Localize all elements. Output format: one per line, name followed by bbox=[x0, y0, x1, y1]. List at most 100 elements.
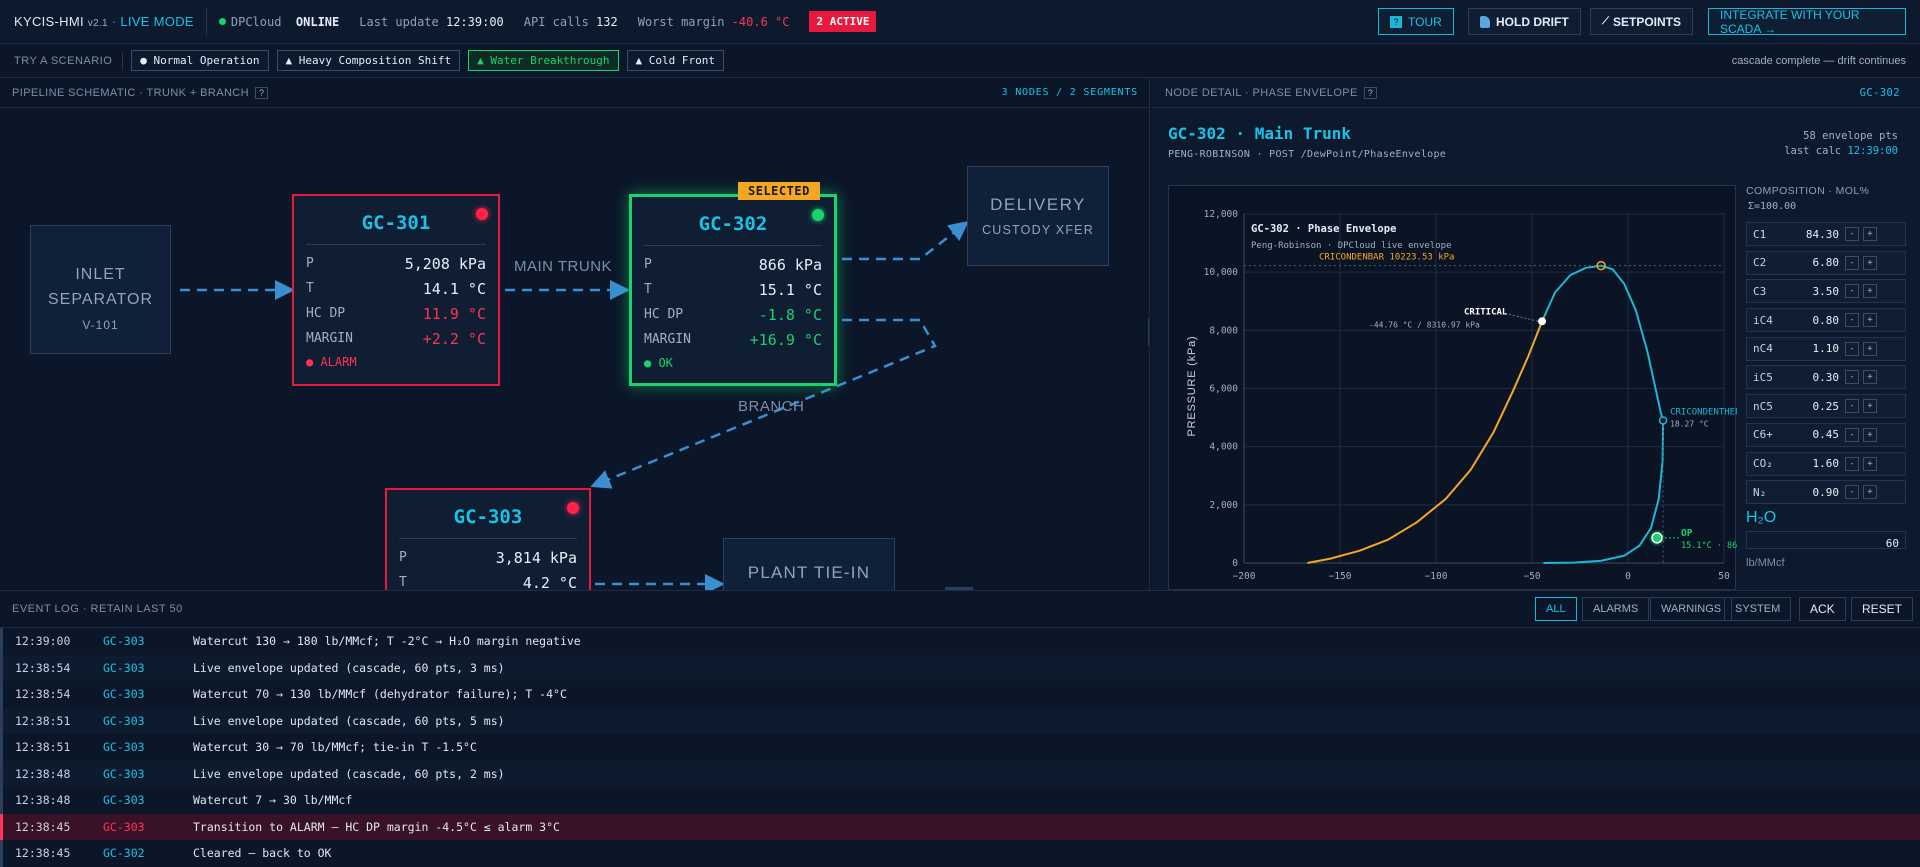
component-value[interactable]: 3.50 bbox=[1812, 284, 1840, 298]
margin-label: MARGIN bbox=[306, 331, 353, 346]
filter-warnings[interactable]: WARNINGS bbox=[1650, 597, 1733, 621]
component-name: CO₂ bbox=[1753, 457, 1773, 470]
delivery-node[interactable]: DELIVERY CUSTODY XFER bbox=[967, 166, 1109, 266]
component-value[interactable]: 0.80 bbox=[1812, 313, 1840, 327]
increment-button[interactable]: + bbox=[1863, 456, 1877, 471]
chart-axes: −200 −150 −100 −50 0 50 0 2,000 4,000 6,000 8,000 1… bbox=[1204, 209, 1730, 582]
event-time: 12:38:45 bbox=[15, 846, 71, 861]
event-log-row[interactable]: 12:38:54 GC-303 Live envelope updated (cas… bbox=[0, 654, 1920, 681]
decrement-button[interactable]: - bbox=[1845, 485, 1859, 500]
scenario-heavy-composition-shift[interactable]: ▲ Heavy Composition Shift bbox=[276, 50, 461, 71]
event-node: GC-303 bbox=[103, 766, 145, 781]
increment-button[interactable]: + bbox=[1863, 255, 1877, 270]
help-icon: ? bbox=[1390, 15, 1402, 28]
increment-button[interactable]: + bbox=[1863, 370, 1877, 385]
event-log-row[interactable]: 12:38:45 GC-303 Transition to ALARM — HC D… bbox=[0, 813, 1920, 840]
divider bbox=[205, 7, 207, 36]
event-message: Watercut 30 → 70 lb/MMcf; tie-in T -1.5°… bbox=[193, 740, 477, 755]
event-log-row[interactable]: 12:38:54 GC-303 Watercut 70 → 130 lb/MMcf … bbox=[0, 681, 1920, 708]
decrement-button[interactable]: - bbox=[1845, 399, 1859, 414]
decrement-button[interactable]: - bbox=[1845, 456, 1859, 471]
component-value[interactable]: 0.45 bbox=[1812, 428, 1840, 442]
composition-row: C2 6.80- + bbox=[1746, 250, 1906, 275]
scenario-water-breakthrough[interactable]: ▲ Water Breakthrough bbox=[468, 50, 619, 71]
increment-button[interactable]: + bbox=[1863, 313, 1877, 328]
scenario-status: cascade complete — drift continues bbox=[1731, 54, 1906, 67]
increment-button[interactable]: + bbox=[1863, 227, 1877, 241]
scenario-cold-front[interactable]: ▲ Cold Front bbox=[626, 50, 725, 71]
scenario-normal-operation[interactable]: ● Normal Operation bbox=[131, 50, 269, 71]
active-alarms-badge[interactable]: 2 ACTIVE bbox=[809, 11, 877, 32]
gc-301-temperature: T 14.1 °C bbox=[294, 276, 498, 301]
component-value[interactable]: 0.30 bbox=[1812, 370, 1840, 384]
filter-alarms[interactable]: ALARMS bbox=[1582, 597, 1650, 621]
event-node: GC-303 bbox=[103, 687, 145, 702]
chart-subtitle: Peng-Robinson · DPCloud live envelope bbox=[1251, 241, 1451, 251]
inlet-separator-node[interactable]: INLET SEPARATOR V-101 bbox=[30, 225, 171, 354]
increment-button[interactable]: + bbox=[1863, 427, 1877, 442]
integrate-scada-button[interactable]: INTEGRATE WITH YOUR SCADA → bbox=[1708, 8, 1906, 36]
x-tick-label: −50 bbox=[1523, 571, 1540, 582]
h2o-input[interactable]: 60 bbox=[1746, 530, 1906, 549]
tour-button[interactable]: ? TOUR bbox=[1378, 8, 1454, 35]
bottom-handle bbox=[945, 587, 973, 590]
divider bbox=[399, 538, 577, 539]
hold-drift-button[interactable]: HOLD DRIFT bbox=[1468, 8, 1581, 35]
event-log-row[interactable]: 12:38:48 GC-303 Watercut 7 → 30 lb/MMcf bbox=[0, 787, 1920, 814]
filter-all[interactable]: ALL bbox=[1535, 597, 1577, 621]
decrement-button[interactable]: - bbox=[1845, 370, 1859, 385]
x-tick-label: 50 bbox=[1718, 571, 1730, 582]
inlet-title: INLET SEPARATOR bbox=[31, 262, 170, 312]
increment-button[interactable]: + bbox=[1863, 485, 1877, 500]
event-log-row[interactable]: 12:39:00 GC-303 Watercut 130 → 180 lb/MMcf… bbox=[0, 628, 1920, 655]
reset-button[interactable]: RESET bbox=[1851, 597, 1914, 621]
h2o-label: H₂O bbox=[1746, 508, 1777, 526]
decrement-button[interactable]: - bbox=[1845, 427, 1859, 442]
component-value[interactable]: 84.30 bbox=[1805, 227, 1839, 241]
increment-button[interactable]: + bbox=[1863, 284, 1877, 299]
event-time: 12:38:48 bbox=[15, 793, 71, 808]
decrement-button[interactable]: - bbox=[1845, 313, 1859, 328]
event-log-row[interactable]: 12:38:51 GC-303 Watercut 30 → 70 lb/MMcf; … bbox=[0, 734, 1920, 761]
event-message: Cleared — back to OK bbox=[193, 846, 332, 861]
increment-button[interactable]: + bbox=[1863, 341, 1877, 356]
component-value[interactable]: 1.10 bbox=[1812, 342, 1840, 356]
worst-margin: Worst margin -40.6 °C bbox=[638, 15, 790, 29]
component-name: iC4 bbox=[1753, 313, 1773, 327]
gc-301-pressure: P 5,208 kPa bbox=[294, 251, 498, 276]
event-log-row[interactable]: 12:38:48 GC-303 Live envelope updated (cas… bbox=[0, 760, 1920, 787]
setpoints-button[interactable]: ⟋ SETPOINTS bbox=[1590, 8, 1694, 35]
event-log-row[interactable]: 12:38:51 GC-303 Live envelope updated (cas… bbox=[0, 707, 1920, 734]
gc-302-node[interactable]: SELECTED GC-302 P 866 kPa T 15.1 °C HC DP -… bbox=[629, 182, 837, 386]
component-value[interactable]: 0.25 bbox=[1812, 399, 1840, 413]
gc-303-node[interactable]: GC-303 P 3,814 kPa T 4.2 °C bbox=[385, 488, 591, 590]
plant-tie-in-node[interactable]: PLANT TIE-IN bbox=[723, 538, 895, 590]
decrement-button[interactable]: - bbox=[1845, 227, 1859, 241]
node-detail-help-icon[interactable]: ? bbox=[1363, 86, 1378, 99]
event-log-row[interactable]: 12:38:45 GC-302 Cleared — back to OK bbox=[0, 840, 1920, 867]
decrement-button[interactable]: - bbox=[1845, 255, 1859, 270]
inlet-title-line1: INLET bbox=[75, 266, 126, 283]
component-value[interactable]: 6.80 bbox=[1812, 256, 1840, 270]
event-message: Live envelope updated (cascade, 60 pts, … bbox=[193, 713, 505, 728]
event-time: 12:38:45 bbox=[15, 819, 71, 834]
node-detail-panel: NODE DETAIL · PHASE ENVELOPE ? GC-302 GC… bbox=[1152, 78, 1920, 590]
component-value[interactable]: 1.60 bbox=[1812, 457, 1840, 470]
decrement-button[interactable]: - bbox=[1845, 341, 1859, 356]
y-axis-label: PRESSURE (kPa) bbox=[1186, 335, 1198, 436]
schematic-help-icon[interactable]: ? bbox=[255, 86, 269, 99]
y-tick-label: 6,000 bbox=[1209, 384, 1238, 395]
pipeline-schematic-panel: PIPELINE SCHEMATIC · TRUNK + BRANCH ? 3 … bbox=[0, 78, 1150, 590]
event-message: Watercut 130 → 180 lb/MMcf; T -2°C → H₂O… bbox=[193, 634, 581, 649]
x-tick-label: −100 bbox=[1425, 571, 1448, 582]
gc-301-node[interactable]: GC-301 P 5,208 kPa T 14.1 °C HC DP 11.9 °C … bbox=[292, 194, 500, 386]
api-calls-label: API calls bbox=[523, 14, 589, 29]
ack-button[interactable]: ACK bbox=[1799, 597, 1846, 621]
event-time: 12:38:54 bbox=[15, 687, 71, 702]
decrement-button[interactable]: - bbox=[1845, 284, 1859, 299]
gc-302-status: ● OK bbox=[644, 356, 673, 370]
increment-button[interactable]: + bbox=[1863, 399, 1877, 414]
filter-system[interactable]: SYSTEM bbox=[1724, 597, 1792, 621]
worst-margin-value: -40.6 °C bbox=[731, 14, 790, 29]
component-value[interactable]: 0.90 bbox=[1812, 485, 1840, 499]
